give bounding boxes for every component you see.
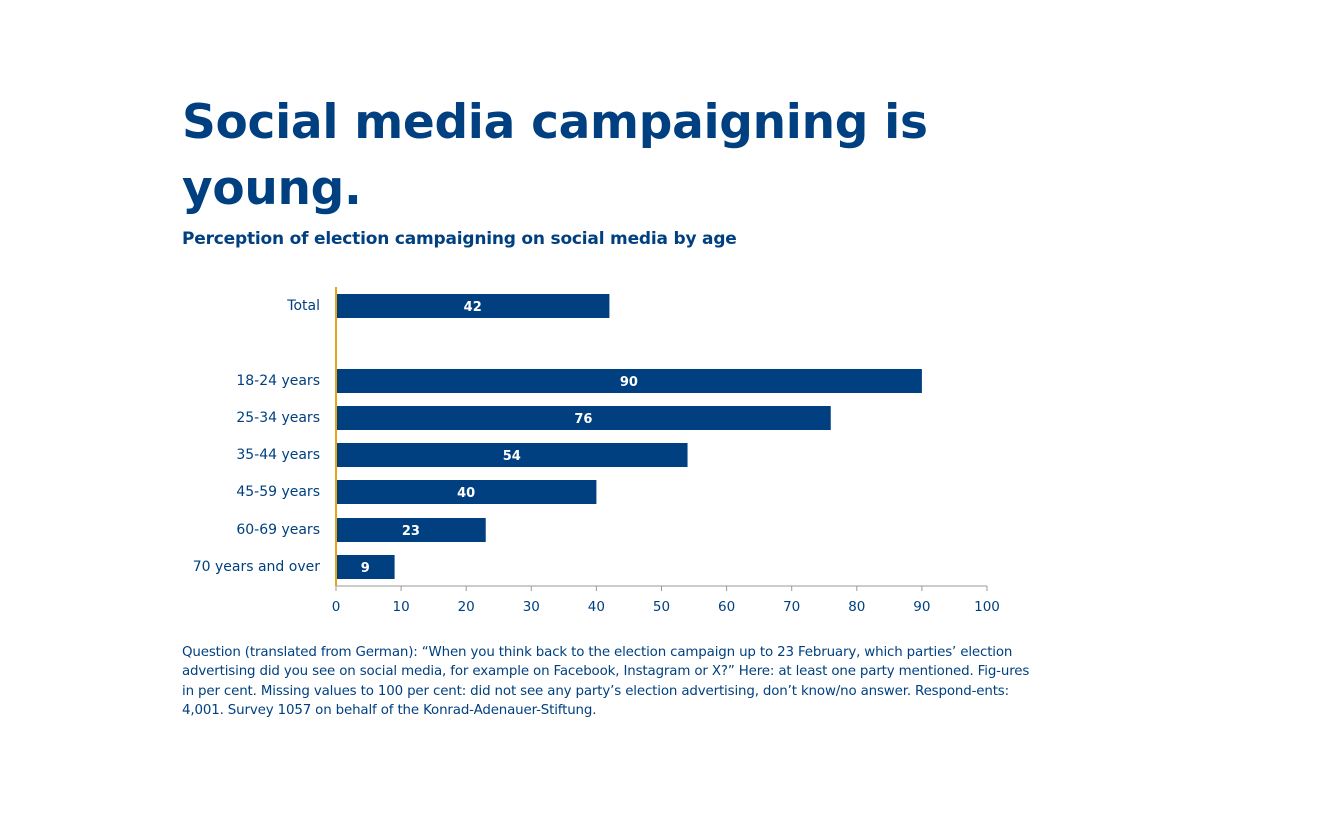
bar <box>336 294 610 318</box>
x-tick-label: 100 <box>974 599 1000 615</box>
chart-subtitle: Perception of election campaigning on so… <box>182 229 737 249</box>
x-tick-label: 10 <box>393 599 410 615</box>
category-label: Total <box>286 298 320 314</box>
x-tick-label: 30 <box>523 599 540 615</box>
bar <box>336 443 688 467</box>
x-tick-label: 20 <box>458 599 475 615</box>
x-axis: 0 10 20 30 40 50 60 70 80 90 100 <box>332 287 1000 615</box>
category-label: 60-69 years <box>236 522 320 538</box>
x-tick-label: 40 <box>588 599 605 615</box>
bar <box>336 406 831 430</box>
data-label: 42 <box>464 300 482 315</box>
x-tick-label: 50 <box>653 599 670 615</box>
category-label: 35-44 years <box>236 447 320 463</box>
data-label: 40 <box>457 486 475 501</box>
x-tick-label: 0 <box>332 599 341 615</box>
category-label: 18-24 years <box>236 373 320 389</box>
category-label: 70 years and over <box>193 559 320 575</box>
bar <box>336 480 597 504</box>
bars-layer: 42 90 76 54 40 23 9 <box>336 294 922 579</box>
x-tick-label: 90 <box>913 599 930 615</box>
bar <box>336 555 395 579</box>
x-tick-label: 80 <box>848 599 865 615</box>
data-label: 90 <box>620 375 638 390</box>
data-label: 76 <box>574 412 592 427</box>
x-tick-label: 70 <box>783 599 800 615</box>
data-label: 23 <box>402 524 420 539</box>
category-labels: Total 18-24 years 25-34 years 35-44 years 45… <box>193 298 320 575</box>
data-label: 54 <box>503 449 521 464</box>
category-label: 45-59 years <box>236 484 320 500</box>
category-label: 25-34 years <box>236 410 320 426</box>
data-label: 9 <box>361 561 370 576</box>
chart-title: Social media campaigning is young. <box>182 95 928 216</box>
footnote: Question (translated from German): “When… <box>182 645 1030 718</box>
bar <box>336 369 922 393</box>
x-tick-label: 60 <box>718 599 735 615</box>
bar <box>336 518 486 542</box>
